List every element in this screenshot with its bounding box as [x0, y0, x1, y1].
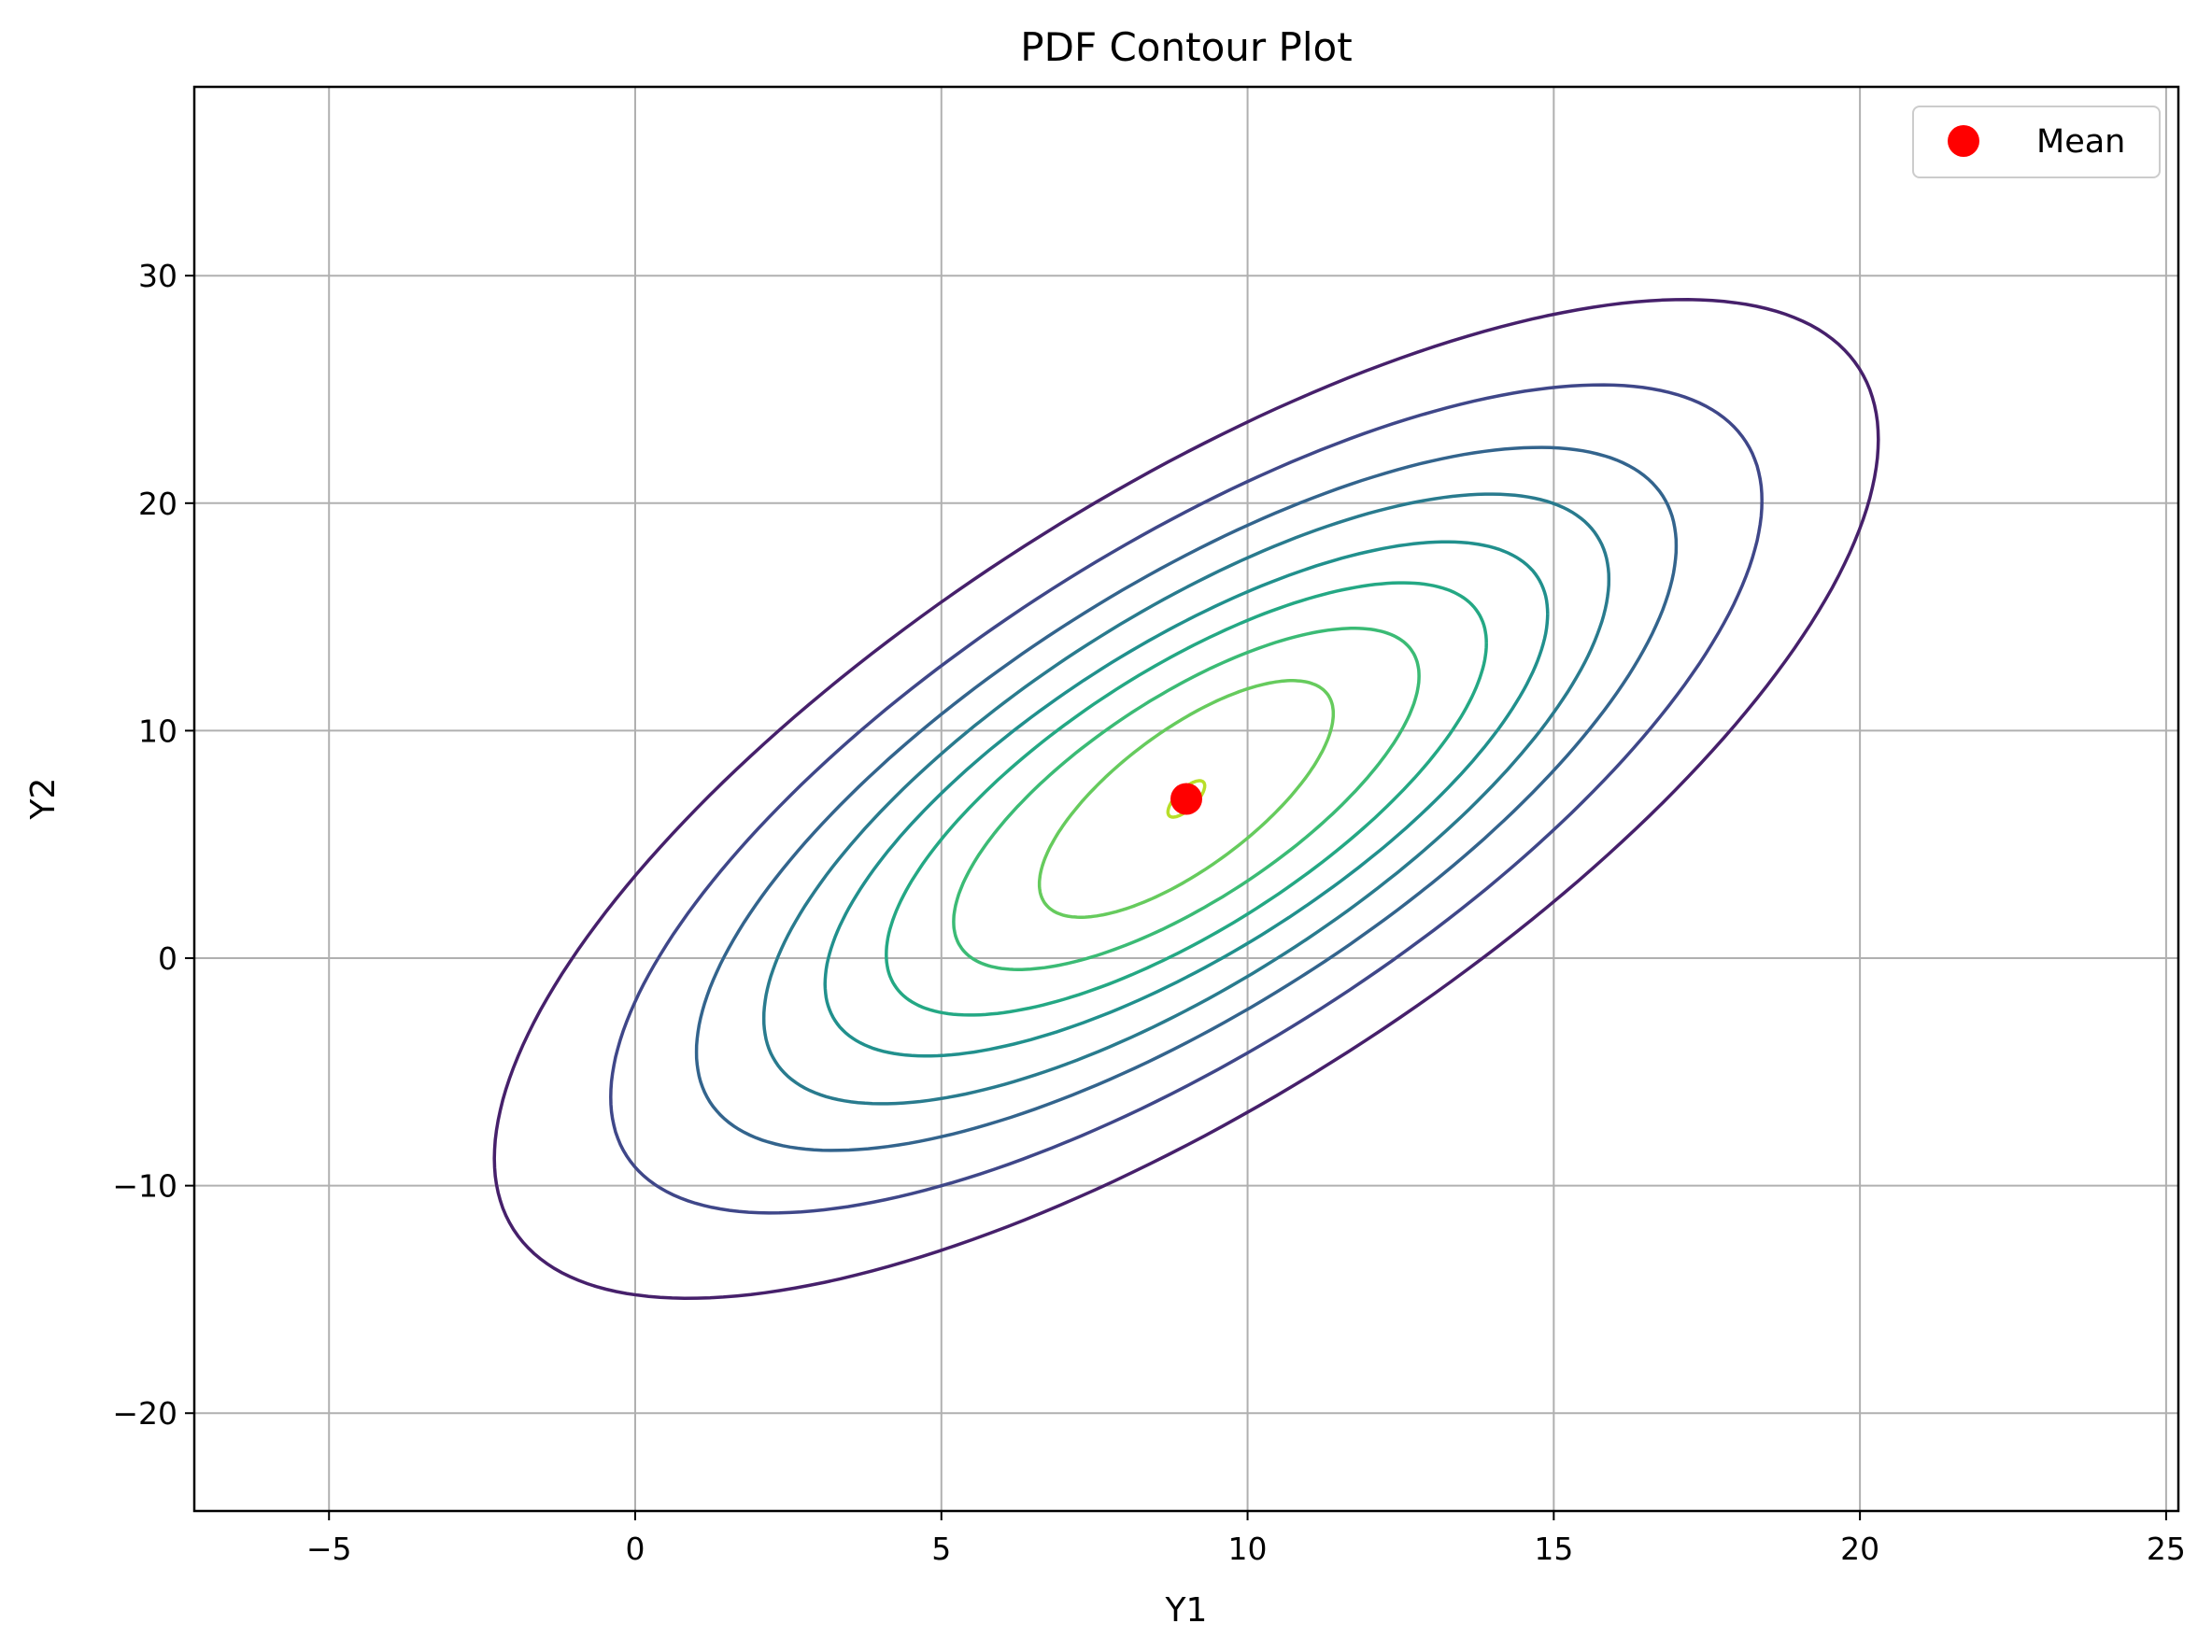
x-tick-label: 15	[1534, 1531, 1573, 1567]
y-axis-label: Y2	[24, 778, 63, 821]
y-tick-label: 10	[138, 713, 177, 749]
x-tick-label: 20	[1840, 1531, 1879, 1567]
contour-level-6	[885, 581, 1488, 1017]
mean-marker-layer	[1170, 783, 1202, 815]
y-tick-label: −10	[112, 1168, 177, 1205]
x-tick-label: −5	[306, 1531, 352, 1567]
contour-level-7	[952, 627, 1421, 971]
legend-mean-label: Mean	[2036, 123, 2125, 161]
y-axis-ticks: −20 −10 0 10 20 30	[112, 258, 194, 1432]
y-tick-label: −20	[112, 1395, 177, 1432]
y-tick-label: 30	[138, 258, 177, 294]
y-tick-label: 0	[158, 940, 177, 977]
grid	[194, 87, 2178, 1511]
legend-mean-marker	[1948, 125, 1979, 157]
contour-level-2	[609, 383, 1764, 1215]
mean-point	[1170, 783, 1202, 815]
y-tick-label: 20	[138, 486, 177, 522]
contour-level-4	[761, 492, 1611, 1106]
x-tick-label: 0	[626, 1531, 645, 1567]
x-tick-label: 25	[2147, 1531, 2186, 1567]
legend: Mean	[1912, 106, 2161, 178]
x-axis-ticks: −5 0 5 10 15 20 25	[306, 1511, 2186, 1567]
legend-box	[1912, 106, 2161, 178]
contour-level-3	[694, 445, 1679, 1152]
contour-lines	[492, 298, 1880, 1300]
plot-frame	[192, 85, 2180, 1513]
chart-title: PDF Contour Plot	[1020, 24, 1352, 70]
contour-level-8	[1037, 679, 1336, 919]
x-tick-label: 5	[931, 1531, 951, 1567]
contour-level-5	[823, 540, 1550, 1058]
contour-level-1	[492, 298, 1880, 1300]
x-tick-label: 10	[1228, 1531, 1268, 1567]
x-axis-label: Y1	[1165, 1591, 1208, 1630]
